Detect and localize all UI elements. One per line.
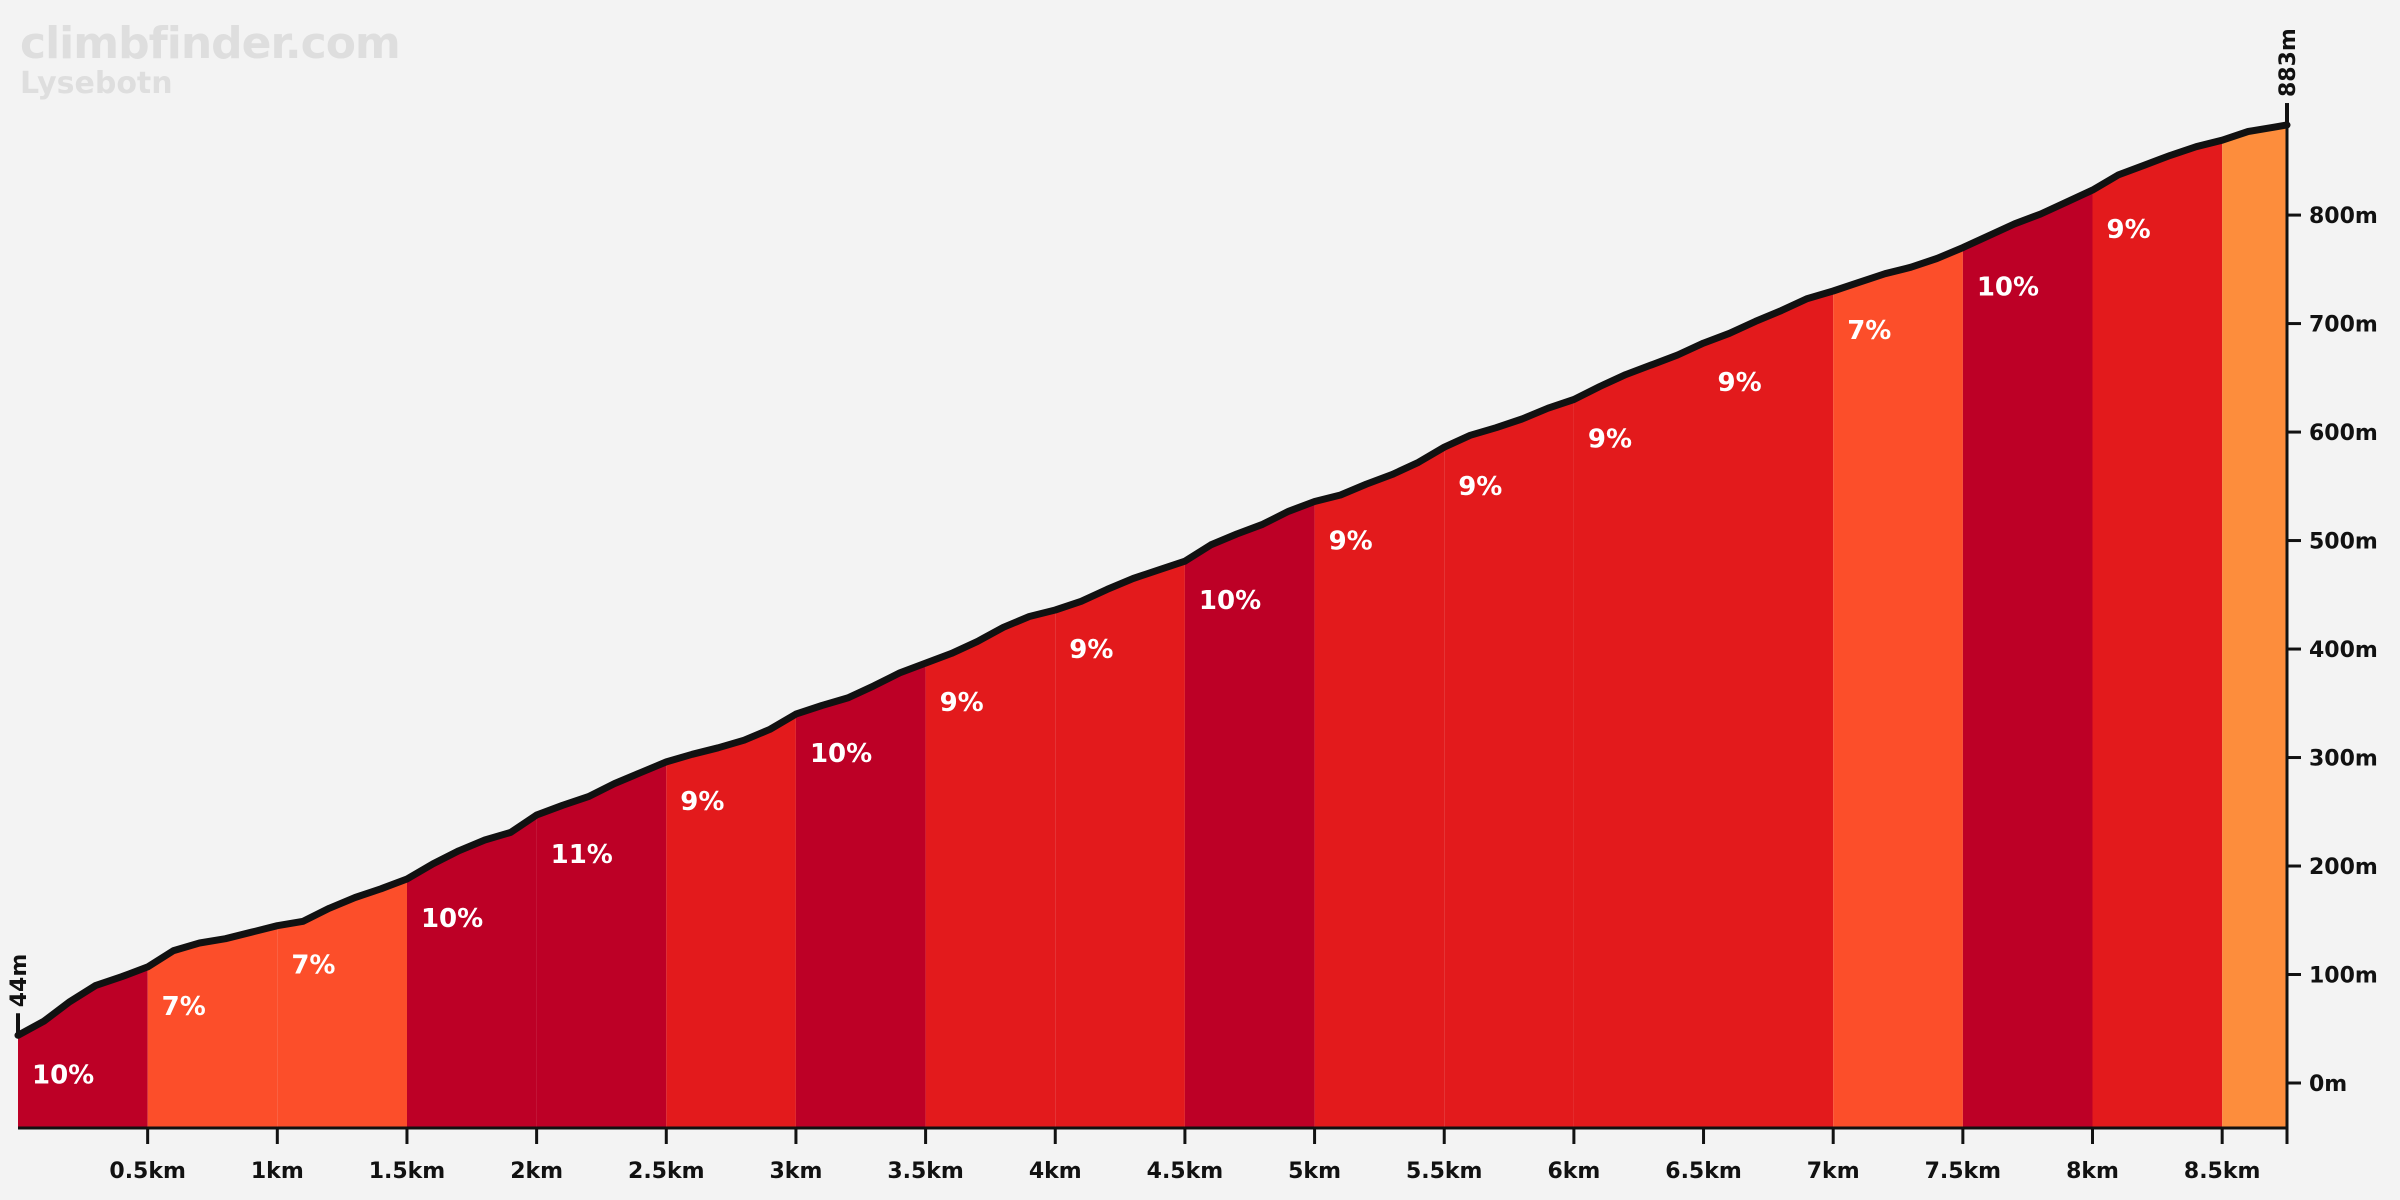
grade-label: 7%: [162, 992, 206, 1022]
y-tick-label: 200m: [2309, 855, 2378, 880]
grade-segment: [1055, 561, 1185, 1128]
x-tick-label: 8.5km: [2184, 1159, 2261, 1184]
grade-segment: [666, 714, 796, 1128]
grade-label: 10%: [1977, 273, 2039, 303]
grade-label: 9%: [1329, 526, 1373, 556]
x-tick-label: 7km: [1807, 1159, 1860, 1184]
x-tick-label: 5.5km: [1406, 1159, 1483, 1184]
x-tick-label: 5km: [1288, 1159, 1341, 1184]
elevation-profile-line: [14, 121, 2291, 1039]
x-tick-label: 1km: [251, 1159, 304, 1184]
grade-segment: [1314, 447, 1445, 1128]
y-tick-label: 500m: [2309, 530, 2378, 555]
x-tick-label: 0.5km: [109, 1159, 186, 1184]
grade-segment: [1444, 399, 1574, 1128]
x-tick-label: 1.5km: [369, 1159, 446, 1184]
climb-name: Lysebotn: [20, 66, 173, 101]
grade-label: 10%: [810, 739, 872, 769]
y-tick-label: 300m: [2309, 747, 2378, 772]
grade-label: 10%: [1199, 586, 1261, 616]
x-tick-label: 6km: [1547, 1159, 1600, 1184]
grade-segment: [2222, 125, 2287, 1128]
grade-segment: [18, 966, 148, 1128]
grade-label: 7%: [1847, 316, 1891, 346]
grade-segment: [1573, 343, 1704, 1129]
x-tick-label: 2km: [510, 1159, 563, 1184]
grade-label: 9%: [680, 787, 724, 817]
grade-segment: [2092, 140, 2223, 1128]
x-tick-label: 8km: [2066, 1159, 2119, 1184]
grade-label: 11%: [551, 840, 613, 870]
grade-segment: [795, 663, 926, 1128]
grade-label: 9%: [2107, 215, 2151, 245]
y-tick-label: 700m: [2309, 313, 2378, 338]
y-axis: 0m 100m 200m 300m 400m 500m 600m 700m 800m: [2285, 117, 2378, 1128]
x-tick-label: 7.5km: [1925, 1159, 2002, 1184]
grade-label: 9%: [1718, 368, 1762, 398]
grade-segment: [1962, 190, 2093, 1129]
start-elevation-label: 44m: [7, 954, 32, 1008]
x-tick-label: 4.5km: [1147, 1159, 1224, 1184]
grade-label: 9%: [940, 688, 984, 718]
grade-segments: [18, 125, 2287, 1129]
brand-watermark: climbfinder.com: [20, 18, 401, 69]
x-axis: 0.5km 1km 1.5km 2km 2.5km 3km 3.5km 4km 4.5km 5km…: [18, 1126, 2289, 1184]
grade-label: 10%: [421, 904, 483, 934]
x-tick-label: 3km: [770, 1159, 823, 1184]
grade-label: 9%: [1069, 635, 1113, 665]
grade-label: 10%: [32, 1060, 94, 1090]
grade-segment: [277, 879, 407, 1128]
y-tick-label: 600m: [2309, 421, 2378, 446]
endpoint-markers: 44m 883m: [7, 28, 2301, 1036]
grade-segment: [925, 610, 1056, 1128]
y-tick-label: 800m: [2309, 204, 2378, 229]
x-tick-label: 4km: [1029, 1159, 1082, 1184]
grade-segment: [147, 925, 278, 1128]
y-tick-label: 400m: [2309, 638, 2378, 663]
x-tick-label: 2.5km: [628, 1159, 705, 1184]
grade-segment: [1184, 501, 1315, 1128]
grade-label: 9%: [1458, 472, 1502, 502]
grade-segment: [407, 815, 537, 1128]
grade-label: 9%: [1588, 425, 1632, 455]
grade-segment: [536, 761, 667, 1128]
x-tick-label: 6.5km: [1665, 1159, 1742, 1184]
y-tick-label: 100m: [2309, 964, 2378, 989]
grade-segment: [1703, 291, 1834, 1128]
grade-label: 7%: [291, 951, 335, 981]
y-tick-label: 0m: [2309, 1072, 2347, 1097]
x-tick-label: 3.5km: [887, 1159, 964, 1184]
grade-segment: [1833, 247, 1963, 1129]
end-elevation-label: 883m: [2276, 28, 2301, 97]
grade-labels: 10% 7% 7% 10% 11% 9% 10% 9% 9% 10% 9% 9% 9% 9% 7% 10% 9%: [32, 215, 2151, 1090]
